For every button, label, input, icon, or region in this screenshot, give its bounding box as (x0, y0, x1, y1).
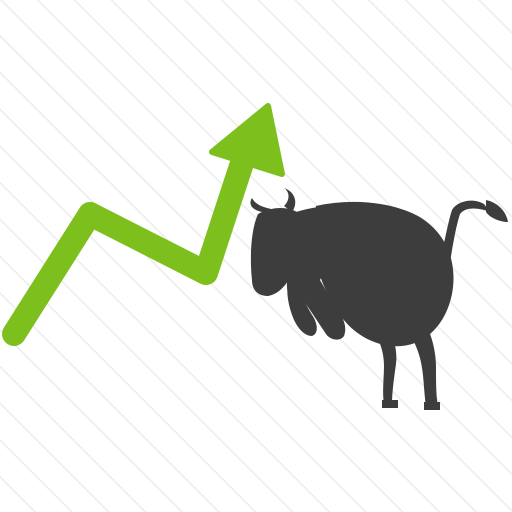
bull-icon (250, 188, 508, 410)
growth-arrow-icon (2, 103, 285, 346)
